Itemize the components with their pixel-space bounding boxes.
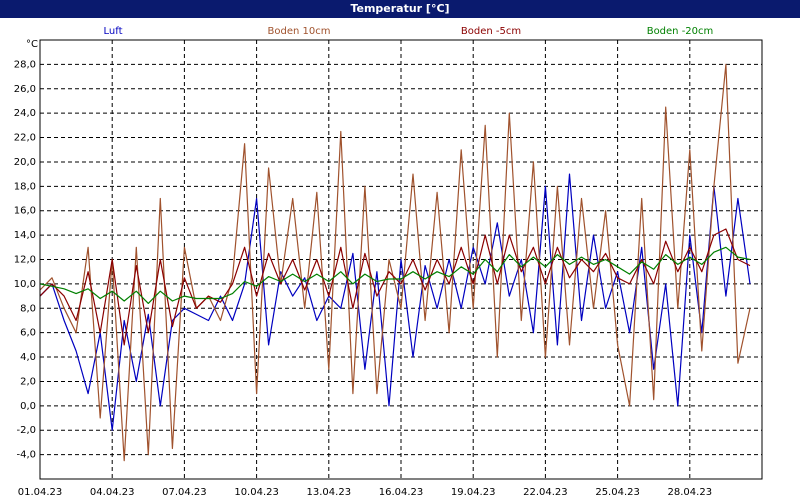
y-tick-label: 16,0: [14, 206, 36, 217]
legend-luft: Luft: [104, 26, 123, 37]
y-tick-labels: 28,0 26,0 24,0 22,0 20,0 18,0 16,0 14,0 12,0 10,0…: [14, 59, 36, 460]
y-tick-label: 4,0: [20, 352, 36, 363]
x-tick-label: 07.04.23: [162, 487, 207, 498]
y-tick-label: 6,0: [20, 328, 36, 339]
y-axis-unit-label: °C: [26, 39, 38, 50]
y-tick-label: -2,0: [16, 425, 36, 436]
y-tick-label: 26,0: [14, 84, 36, 95]
y-tick-label: 10,0: [14, 279, 36, 290]
legend-boden-minus20cm: Boden -20cm: [647, 26, 714, 37]
x-tick-label: 10.04.23: [234, 487, 279, 498]
y-tick-label: 20,0: [14, 157, 36, 168]
y-tick-label: 28,0: [14, 59, 36, 70]
series-line-2: [39, 228, 751, 346]
series-line-1: [39, 63, 751, 462]
x-tick-label: 19.04.23: [451, 487, 496, 498]
temperature-chart: °C Luft Boden 10cm Boden -5cm Boden -20c…: [0, 18, 800, 500]
y-tick-label: 14,0: [14, 230, 36, 241]
y-tick-label: 8,0: [20, 303, 36, 314]
legend-boden-10cm: Boden 10cm: [268, 26, 331, 37]
series-line-3: [39, 246, 751, 304]
y-tick-label: -4,0: [16, 450, 36, 461]
y-tick-label: 0,0: [20, 401, 36, 412]
x-tick-label: 13.04.23: [307, 487, 352, 498]
plot-frame: [39, 39, 763, 480]
x-tick-label: 28.04.23: [668, 487, 713, 498]
y-tick-label: 18,0: [14, 181, 36, 192]
x-tick-label: 04.04.23: [90, 487, 135, 498]
y-tick-label: 24,0: [14, 108, 36, 119]
y-tick-label: 12,0: [14, 255, 36, 266]
x-tick-label: 25.04.23: [595, 487, 640, 498]
series-line-0: [39, 173, 751, 431]
x-tick-label: 22.04.23: [523, 487, 568, 498]
x-tick-labels: 01.04.23 04.04.23 07.04.23 10.04.23 13.04.23…: [18, 487, 712, 498]
series-lines: [39, 63, 751, 462]
x-tick-label: 16.04.23: [379, 487, 424, 498]
window-title: Temperatur [°C]: [0, 0, 800, 18]
x-tick-label: 01.04.23: [18, 487, 63, 498]
y-tick-label: 2,0: [20, 376, 36, 387]
y-tick-label: 22,0: [14, 133, 36, 144]
legend-boden-minus5cm: Boden -5cm: [461, 26, 521, 37]
